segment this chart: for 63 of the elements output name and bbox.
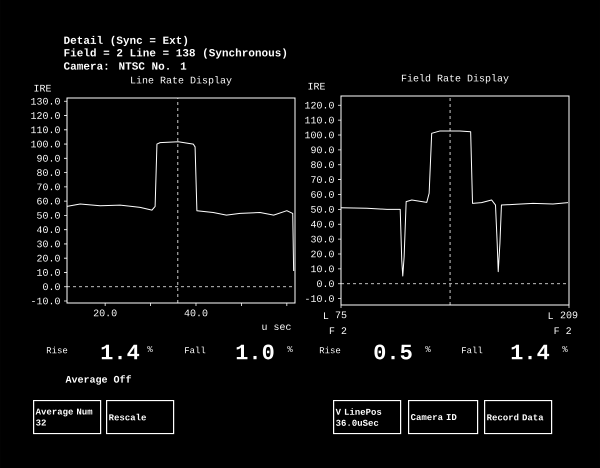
- y-tick-label: 40.0: [310, 220, 334, 228]
- y-tick-label: 20.0: [311, 250, 334, 258]
- text: %: [147, 346, 153, 352]
- y-tick-label: 50.0: [311, 206, 334, 213]
- x-tick-label: 209: [560, 312, 578, 318]
- y-tick-label: 30.0: [311, 236, 334, 242]
- y-tick-label: 0.0: [43, 283, 60, 290]
- text: L: [548, 312, 553, 319]
- text: Camera ID: [410, 414, 456, 420]
- text: Record Data: [487, 414, 544, 420]
- text: F 2: [330, 327, 346, 334]
- y-axis-title: IRE: [34, 84, 51, 92]
- text: Detail (Sync = Ext): [64, 36, 188, 46]
- y-tick-label: 120.0: [31, 112, 60, 119]
- y-tick-label: -10.0: [32, 298, 60, 304]
- text: L: [324, 312, 328, 319]
- text: %: [425, 346, 431, 352]
- y-tick-label: 120.0: [305, 102, 334, 109]
- y-tick-label: 40.0: [36, 226, 60, 234]
- y-tick-label: 30.0: [37, 240, 60, 248]
- text: Average Num 32: [36, 408, 92, 426]
- y-tick-label: 90.0: [37, 154, 60, 162]
- y-tick-label: 60.0: [311, 191, 334, 198]
- text: %: [562, 346, 568, 352]
- text: Average Off: [66, 375, 132, 385]
- y-tick-label: 10.0: [311, 265, 334, 272]
- text: Rise: [320, 346, 340, 354]
- y-tick-label: 20.0: [37, 254, 60, 262]
- y-tick-label: 10.0: [37, 269, 60, 276]
- text: %: [287, 346, 293, 352]
- y-tick-label: 80.0: [311, 161, 334, 168]
- y-axis-title: IRE: [308, 82, 325, 90]
- chart-title: Line Rate Display: [131, 76, 232, 86]
- text: Camera: NTSC No. 1: [64, 62, 186, 70]
- chart-title: Field Rate Display: [402, 74, 509, 84]
- y-tick-label: 50.0: [37, 212, 60, 219]
- y-tick-label: 80.0: [37, 169, 60, 176]
- text: Field = 2 Line = 138 (Synchronous): [64, 48, 286, 59]
- text: V LinePos 36.0uSec: [336, 408, 382, 426]
- text: 1.4: [102, 344, 140, 360]
- y-tick-label: 60.0: [37, 198, 60, 205]
- y-tick-label: 130.0: [31, 98, 60, 105]
- y-tick-label: 100.0: [31, 140, 60, 148]
- y-tick-label: -10.0: [306, 295, 334, 302]
- text: F 2: [554, 327, 571, 334]
- text: 1.0: [236, 344, 274, 360]
- y-tick-label: 0.0: [317, 280, 334, 288]
- text: Rise: [46, 346, 68, 354]
- y-tick-label: 70.0: [37, 183, 60, 190]
- y-tick-label: 110.0: [305, 116, 334, 124]
- text: Rescale: [109, 414, 146, 420]
- x-axis-title: u sec: [262, 324, 291, 330]
- y-tick-label: 110.0: [31, 126, 60, 134]
- text: Fall: [462, 346, 482, 354]
- text: Fall: [185, 346, 206, 354]
- text: 0.5: [374, 344, 412, 360]
- y-tick-label: 70.0: [311, 176, 334, 183]
- y-tick-label: 100.0: [305, 132, 334, 138]
- text: 1.4: [512, 344, 550, 360]
- x-tick-label: 40.0: [184, 310, 208, 316]
- x-tick-label: 20.0: [94, 310, 117, 316]
- y-tick-label: 90.0: [311, 146, 334, 154]
- x-tick-label: 75: [336, 312, 346, 318]
